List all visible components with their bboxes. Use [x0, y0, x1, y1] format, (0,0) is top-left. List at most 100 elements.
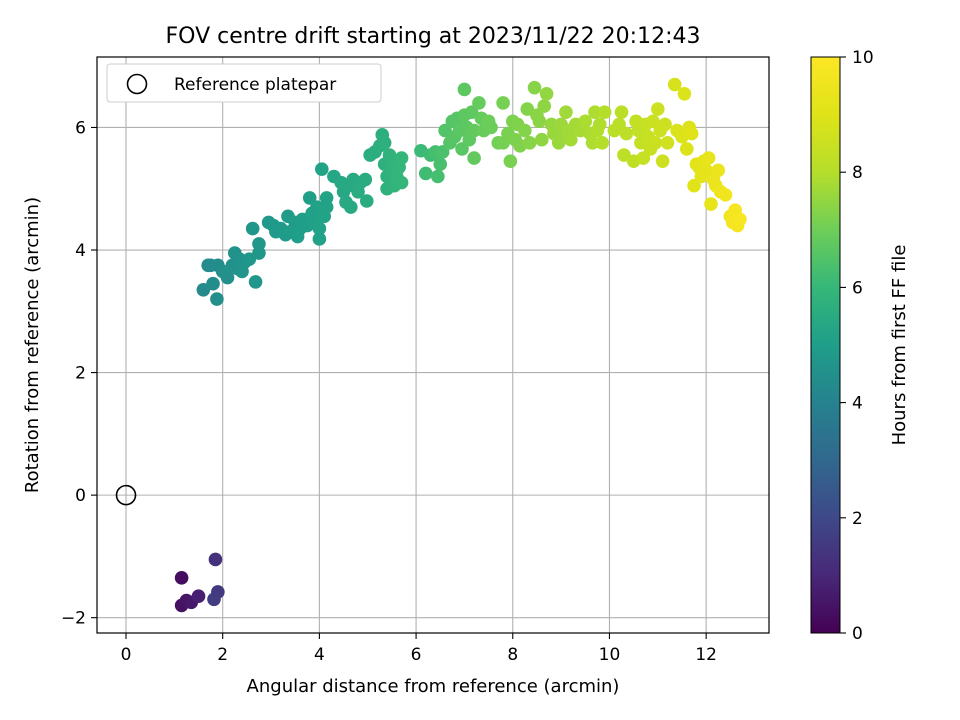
y-tick-label: 6	[75, 118, 86, 138]
data-point	[518, 123, 532, 138]
data-point	[312, 221, 327, 236]
data-point	[418, 166, 433, 181]
data-point	[191, 589, 206, 604]
data-point	[248, 275, 263, 289]
colorbar-label: Hours from first FF file	[889, 245, 910, 446]
data-point	[245, 221, 260, 236]
data-point	[472, 96, 486, 110]
data-point	[563, 132, 578, 147]
chart-title: FOV centre drift starting at 2023/11/22 …	[166, 24, 701, 49]
data-point	[206, 276, 220, 291]
data-point	[520, 102, 535, 116]
y-axis-label: Rotation from reference (arcmin)	[22, 197, 43, 493]
x-axis-ticks: 0 2 4 6 8 10 12	[121, 633, 717, 665]
y-tick-label: 2	[75, 364, 86, 384]
data-point	[651, 102, 665, 116]
data-point	[457, 82, 472, 97]
data-points	[174, 77, 747, 613]
plot-frame	[96, 56, 770, 634]
data-point	[302, 191, 317, 205]
grid	[97, 57, 769, 633]
data-point	[433, 157, 448, 172]
data-point	[592, 117, 607, 132]
colorbar-tick-label: 0	[852, 624, 863, 644]
data-point	[718, 188, 733, 202]
data-point	[585, 135, 600, 150]
colorbar-tick-label: 2	[852, 509, 863, 529]
data-point	[612, 117, 626, 132]
data-point	[319, 200, 334, 214]
data-point	[344, 200, 358, 214]
data-point	[617, 148, 631, 162]
data-point	[527, 80, 542, 95]
data-point	[496, 96, 510, 110]
data-point	[484, 120, 498, 135]
colorbar-tick-label: 10	[852, 48, 874, 68]
data-point	[646, 114, 660, 129]
data-point	[704, 197, 718, 211]
data-point	[648, 135, 663, 150]
data-point	[455, 142, 469, 156]
data-point	[174, 571, 189, 585]
colorbar-tick-label: 8	[852, 163, 863, 183]
colorbar-tick-label: 6	[852, 278, 863, 298]
data-point	[210, 292, 224, 306]
data-point	[619, 126, 634, 141]
data-point	[358, 172, 373, 187]
data-point	[438, 123, 452, 138]
colorbar: 0 2 4 6 8 10 Hours from first FF file	[810, 48, 910, 644]
data-point	[435, 145, 450, 159]
data-point	[711, 163, 726, 178]
x-tick-label: 10	[599, 645, 621, 665]
data-point	[636, 151, 651, 165]
data-point	[655, 154, 670, 168]
data-point	[252, 237, 266, 251]
data-point	[699, 163, 713, 178]
data-point	[687, 178, 701, 193]
x-tick-label: 2	[217, 645, 228, 665]
data-point	[464, 105, 479, 119]
x-tick-label: 8	[507, 645, 518, 665]
data-point	[595, 135, 610, 150]
data-point	[431, 169, 445, 184]
data-point	[532, 114, 547, 129]
data-point	[394, 151, 409, 165]
data-point	[312, 232, 327, 246]
data-point	[467, 123, 481, 138]
data-point	[503, 154, 518, 168]
y-tick-label: 4	[75, 241, 86, 261]
data-point	[588, 105, 602, 119]
y-axis-ticks: −2 0 2 4 6	[61, 118, 97, 629]
x-axis-label: Angular distance from reference (arcmin)	[247, 676, 620, 697]
data-point	[660, 135, 675, 150]
data-point	[677, 86, 692, 101]
data-point	[208, 552, 223, 567]
data-point	[377, 135, 392, 150]
data-point	[701, 151, 716, 165]
y-tick-label: −2	[61, 609, 86, 629]
data-point	[522, 135, 537, 150]
y-tick-label: 0	[75, 486, 86, 506]
data-point	[597, 105, 612, 119]
data-point	[733, 212, 747, 227]
data-point	[537, 99, 551, 113]
legend: Reference platepar	[106, 63, 382, 103]
data-point	[559, 105, 573, 119]
data-point	[242, 252, 257, 267]
data-point	[315, 162, 329, 176]
colorbar-gradient	[810, 56, 841, 634]
data-point	[394, 175, 409, 190]
data-point	[220, 270, 235, 285]
colorbar-ticks: 0 2 4 6 8 10	[840, 48, 874, 644]
data-point	[684, 126, 699, 141]
data-point	[196, 283, 211, 297]
legend-box	[106, 63, 382, 103]
x-tick-label: 4	[314, 645, 325, 665]
data-point	[658, 117, 672, 132]
x-tick-label: 12	[695, 645, 717, 665]
x-tick-label: 6	[411, 645, 422, 665]
legend-entry-label: Reference platepar	[174, 75, 336, 95]
reference-platepar-marker	[115, 484, 137, 506]
data-point	[667, 77, 682, 92]
